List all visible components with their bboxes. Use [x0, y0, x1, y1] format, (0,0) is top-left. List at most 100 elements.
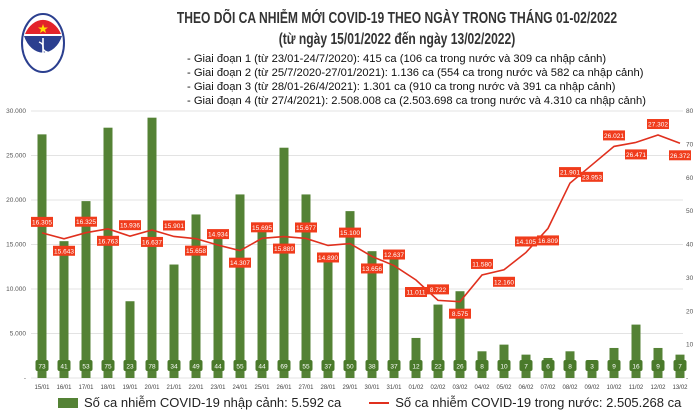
bar-imported	[191, 214, 201, 378]
x-axis-tick: 21/01	[166, 385, 182, 391]
bar-imported	[565, 351, 575, 378]
line-label-box	[625, 149, 647, 160]
right-axis-tick: 10	[686, 342, 694, 349]
line-label-box	[559, 167, 581, 178]
bar-label: 23	[126, 364, 134, 371]
legend-swatch-domestic	[369, 401, 390, 404]
line-label-box	[603, 130, 625, 141]
bar-imported	[81, 201, 91, 378]
bar-label-box	[585, 360, 599, 371]
line-label-box	[471, 258, 493, 269]
left-axis-tick: 30.000	[6, 108, 26, 115]
line-label: 14.890	[318, 255, 338, 262]
bar-imported	[213, 231, 223, 378]
line-label: 13.656	[362, 266, 382, 273]
bar-label: 49	[192, 364, 200, 371]
bar-imported	[609, 347, 619, 378]
bar-label-box	[277, 360, 291, 371]
x-axis-tick: 23/01	[210, 385, 226, 391]
bar-label-box	[255, 360, 269, 371]
line-label: 26.471	[626, 152, 646, 159]
bar-label: 8	[480, 364, 484, 371]
line-label-box	[317, 252, 339, 263]
line-label: 23.953	[582, 174, 602, 181]
bar-imported	[323, 254, 333, 378]
bar-imported	[543, 357, 553, 378]
note-phase-4: - Giai đoạn 4 (từ 27/4/2021): 2.508.008 …	[187, 95, 646, 107]
bar-label-box	[145, 360, 159, 371]
bar-imported	[477, 351, 487, 378]
line-label: 12.160	[494, 279, 514, 286]
line-label-box	[493, 276, 515, 287]
bar-label: 22	[434, 364, 442, 371]
bar-imported	[59, 241, 69, 378]
right-axis-tick: 70	[686, 141, 694, 148]
line-label-box	[405, 287, 427, 298]
bar-label-box	[233, 360, 247, 371]
bar-label-box	[387, 360, 401, 371]
line-label-box	[207, 229, 229, 240]
bar-imported	[499, 344, 509, 378]
x-axis-tick: 04/02	[474, 385, 490, 391]
right-axis-tick: 60	[686, 175, 694, 182]
bar-imported	[37, 134, 47, 378]
right-axis-tick: 40	[686, 242, 694, 249]
x-axis-tick: 30/01	[364, 385, 380, 391]
bar-label: 9	[656, 364, 660, 371]
x-axis-tick: 25/01	[254, 385, 270, 391]
bar-label-box	[343, 360, 357, 371]
legend-swatch-imported	[58, 397, 78, 408]
bar-imported	[389, 254, 399, 378]
line-label: 12.637	[384, 252, 404, 259]
bar-imported	[125, 301, 135, 378]
bar-imported	[455, 291, 465, 378]
bar-label: 78	[148, 364, 156, 371]
bar-label-box	[189, 360, 203, 371]
x-axis-tick: 12/02	[650, 385, 666, 391]
bar-label-box	[409, 360, 423, 371]
x-axis-tick: 17/01	[78, 385, 94, 391]
x-axis-tick: 06/02	[518, 385, 534, 391]
line-label-box	[383, 249, 405, 260]
bar-label-box	[79, 360, 93, 371]
line-label: 16.325	[76, 219, 96, 226]
bar-label-box	[365, 360, 379, 371]
line-label-box	[361, 263, 383, 274]
line-label: 16.305	[32, 219, 52, 226]
bar-label: 50	[346, 364, 354, 371]
line-label: 16.763	[98, 238, 118, 245]
bar-imported	[411, 337, 421, 378]
line-label: 21.901	[560, 170, 580, 177]
note-phase-1: - Giai đoạn 1 (từ 23/01-24/7/2020): 415 …	[187, 53, 607, 65]
line-label-box	[295, 222, 317, 233]
left-axis-tick: 5.000	[10, 331, 27, 338]
line-label: 11.580	[472, 261, 492, 268]
right-axis-tick: 20	[686, 308, 694, 315]
line-label-box	[141, 236, 163, 247]
x-axis-tick: 13/02	[672, 385, 688, 391]
bar-label: 37	[324, 364, 332, 371]
legend: Số ca nhiễm COVID-19 nhập cảnh: 5.592 ca…	[58, 395, 681, 410]
bar-label: 10	[500, 364, 508, 371]
line-label: 15.901	[164, 223, 184, 230]
bar-label: 34	[170, 364, 178, 371]
bar-label: 55	[236, 364, 244, 371]
x-axis-tick: 10/02	[606, 385, 622, 391]
note-phase-3: - Giai đoạn 3 (từ 28/01-26/4/2021): 1.30…	[187, 81, 616, 93]
bar-label-box	[211, 360, 225, 371]
bar-label: 8	[568, 364, 572, 371]
bar-label-box	[57, 360, 71, 371]
line-label: 16.809	[538, 238, 558, 245]
bar-label: 44	[214, 364, 222, 371]
x-axis-tick: 15/01	[34, 385, 50, 391]
line-label-box	[251, 222, 273, 233]
bar-imported	[367, 251, 377, 378]
bar-label-box	[321, 360, 335, 371]
bar-label-box	[629, 360, 643, 371]
bar-label-box	[123, 360, 137, 371]
x-axis-tick: 19/01	[122, 385, 138, 391]
line-label-box	[31, 216, 53, 227]
bar-label-box	[167, 360, 181, 371]
right-axis-tick: 30	[686, 275, 694, 282]
bar-label-box	[563, 360, 577, 371]
